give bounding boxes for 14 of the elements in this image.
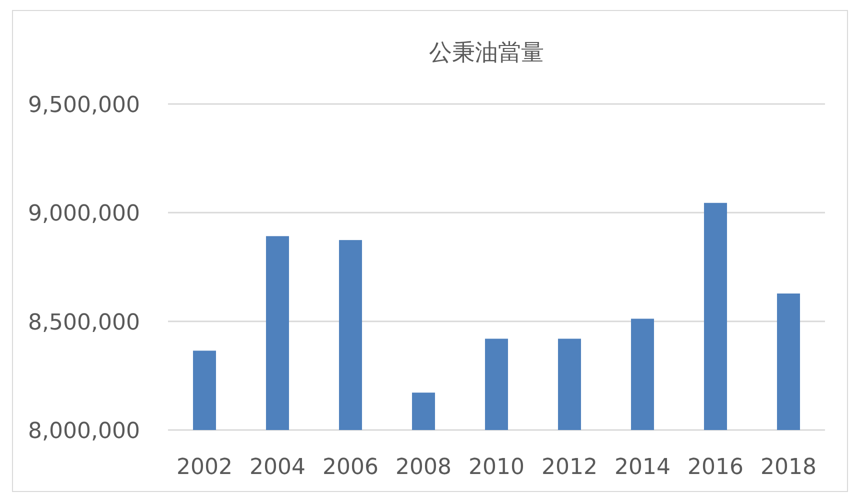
y-tick-label: 8,000,000	[28, 419, 140, 444]
x-tick-label: 2016	[688, 455, 744, 480]
x-tick-label: 2010	[468, 455, 524, 480]
y-tick-label: 9,000,000	[28, 202, 140, 227]
x-tick-label: 2014	[614, 455, 670, 480]
x-tick-label: 2008	[396, 455, 452, 480]
x-tick-label: 2006	[322, 455, 378, 480]
x-tick-label: 2002	[176, 455, 232, 480]
x-tick-label: 2018	[760, 455, 816, 480]
chart-title: 公秉油當量	[429, 40, 544, 66]
y-tick-label: 8,500,000	[28, 310, 140, 336]
y-tick-label: 9,500,000	[28, 93, 140, 118]
x-tick-label: 2004	[250, 455, 306, 480]
x-tick-label: 2012	[542, 455, 598, 480]
